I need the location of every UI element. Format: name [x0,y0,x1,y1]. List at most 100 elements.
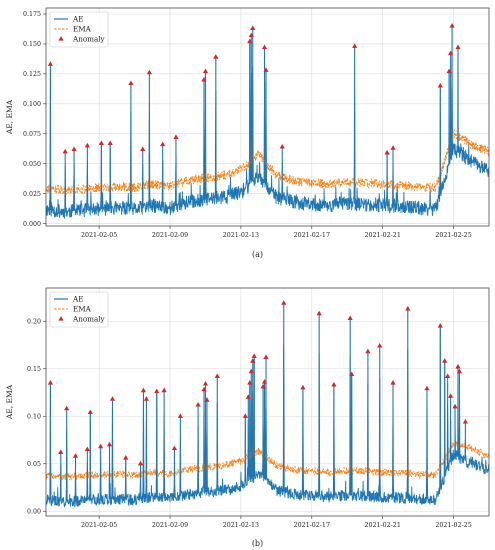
legend-label-anomaly: Anomaly [72,35,106,44]
y-tick-label: 0.00 [27,508,41,515]
anomaly-marker [201,386,207,392]
y-tick-label: 0.025 [23,191,41,198]
y-tick-label: 0.05 [27,461,41,468]
anomaly-marker [98,443,104,449]
series-ae-line [46,325,489,508]
anomaly-marker [442,358,448,363]
y-tick-label: 0.20 [27,318,41,325]
anomaly-marker [455,363,461,369]
anomaly-marker [140,146,146,151]
anomaly-marker [250,358,256,363]
anomaly-marker [98,140,104,145]
anomaly-marker [261,379,268,384]
anomaly-marker [281,300,287,305]
anomaly-marker [143,396,150,401]
series-ema-line [46,409,489,481]
legend-anomaly-swatch [58,316,64,321]
x-tick-label: 2021-02-21 [365,522,401,529]
anomaly-marker [390,145,396,150]
anomaly-marker [462,418,468,424]
y-tick-label: 0.050 [23,161,41,168]
legend-label-ema: EMA [73,305,92,314]
anomaly-marker [47,380,54,385]
anomaly-marker [204,397,210,402]
chart-panel-a: 0.000 0.025 0.050 0.075 0.100 0.125 0.150 0.175… [5,7,490,259]
anomaly-marker [64,405,70,411]
anomaly-marker [455,44,461,50]
anomaly-marker [84,142,90,148]
anomaly-marker [160,141,166,147]
anomaly-marker [448,50,454,56]
chart-panel-b: 0.00 0.05 0.10 0.15 0.20 2021-02-05 2021-02-09… [5,287,490,548]
y-tick-label: 0.175 [23,11,41,18]
anomaly-marker [154,388,160,394]
y-axis-label: AE, EMA [5,99,14,135]
anomaly-marker [300,384,306,390]
legend-label-ema: EMA [73,25,92,34]
anomaly-marker [47,61,54,66]
anomaly-marker [171,445,178,451]
anomaly-marker [248,368,254,374]
anomaly-marker [201,76,207,82]
axes-frame [45,7,490,227]
y-tick-label: 0.150 [23,41,41,48]
anomaly-marker [424,385,430,391]
anomaly-marker [365,348,371,354]
anomaly-marker [173,134,179,139]
y-tick-label: 0.10 [27,413,41,420]
anomaly-marker [128,80,134,86]
anomaly-marker [448,393,454,398]
plot-area [46,303,489,508]
anomaly-marker [202,380,209,386]
anomaly-marker [279,143,285,149]
x-tick-label: 2021-02-13 [223,522,259,529]
panel-caption: (a) [252,250,263,259]
x-tick-label: 2021-02-25 [435,232,471,239]
anomaly-marker [109,396,116,401]
y-tick-label: 0.000 [23,221,41,228]
anomaly-marker [62,148,68,154]
anomaly-marker [247,380,253,385]
anomaly-marker [261,44,268,50]
legend-label-anomaly: Anomaly [72,315,106,324]
anomaly-marker [437,323,443,328]
anomaly-marker [202,68,209,74]
anomaly-marker [242,413,248,418]
y-tick-label: 0.15 [27,366,41,373]
anomaly-marker [137,460,144,466]
anomaly-marker [437,82,443,88]
anomaly-marker [140,387,147,393]
axes-frame [45,287,490,517]
anomaly-marker [177,413,183,418]
anomaly-marker [347,315,353,320]
y-tick-label: 0.075 [23,131,41,138]
anomaly-marker [146,69,152,75]
legend-anomaly-swatch [58,36,64,41]
anomaly-marker [446,68,452,74]
anomaly-marker [316,310,322,316]
anomaly-marker [260,383,266,389]
anomaly-marker [247,38,253,44]
anomaly-marker [161,387,167,393]
plot-area [46,25,489,219]
anomaly-marker [214,373,220,378]
anomaly-marker [263,67,269,72]
anomaly-marker [456,368,463,374]
anomaly-marker [123,455,129,460]
anomaly-marker [352,43,358,48]
x-tick-label: 2021-02-25 [435,522,471,529]
anomaly-marker [263,354,269,359]
anomaly-marker [349,371,355,377]
x-tick-label: 2021-02-05 [81,232,117,239]
anomaly-marker [251,353,257,358]
series-ae-line [46,41,489,219]
y-tick-label: 0.100 [23,101,41,108]
x-tick-label: 2021-02-09 [152,232,188,239]
anomaly-marker [213,54,219,59]
anomaly-marker [106,441,113,447]
legend-box [49,291,109,328]
anomaly-marker [87,409,93,415]
